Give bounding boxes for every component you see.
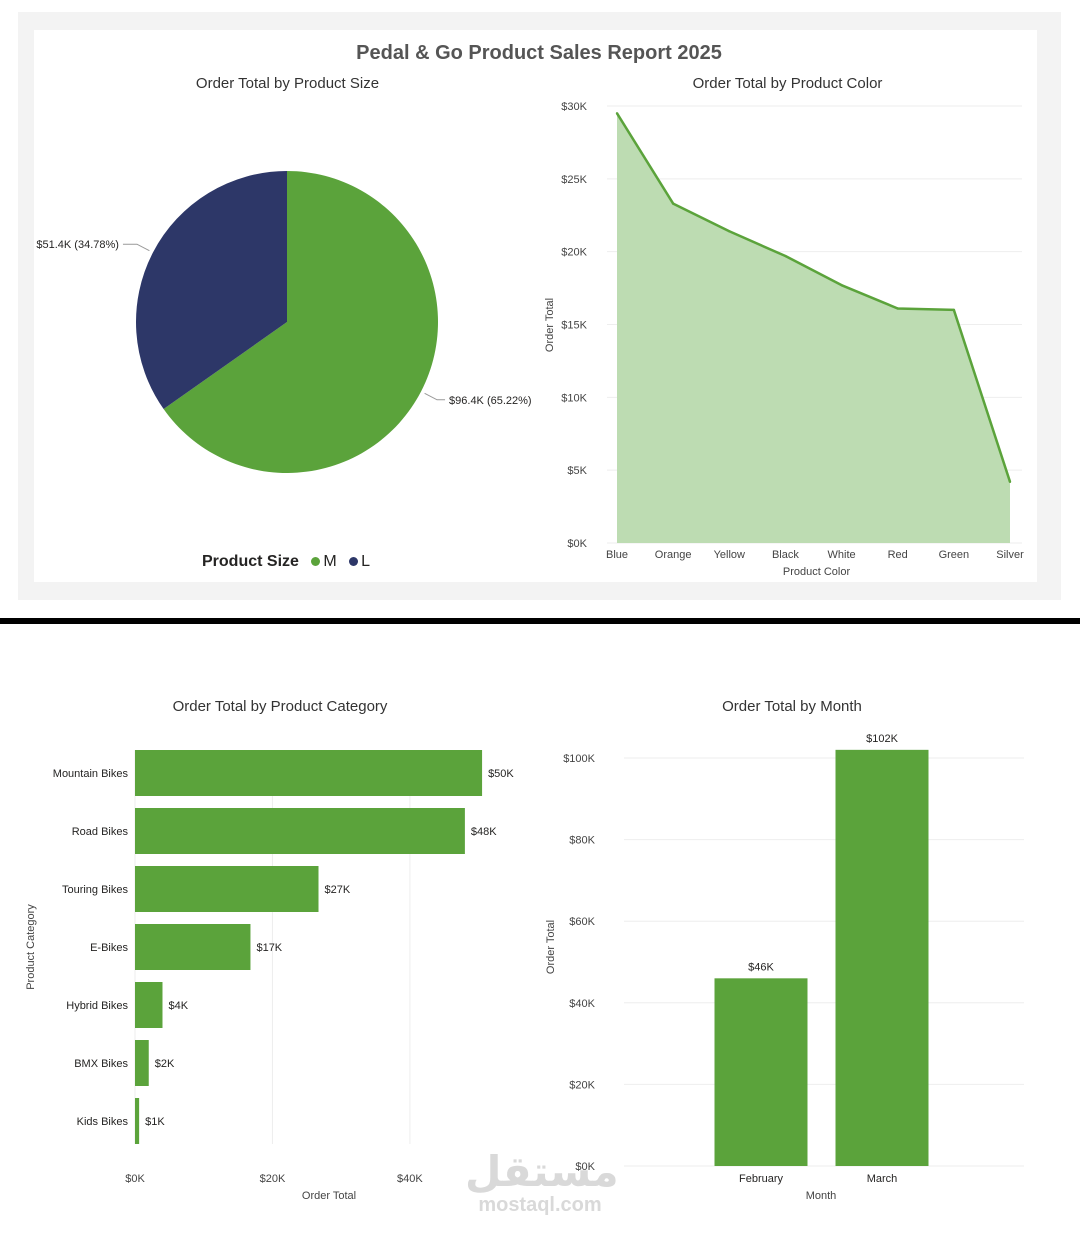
area-x-tick-label: Green bbox=[939, 549, 970, 561]
month-y-tick-label: $100K bbox=[563, 753, 595, 765]
month-data-label: $46K bbox=[748, 961, 774, 973]
pie-leader-l bbox=[122, 243, 150, 252]
category-data-label: $4K bbox=[168, 1000, 188, 1012]
category-y-tick-label: Mountain Bikes bbox=[53, 768, 129, 780]
watermark-arabic: مستقل bbox=[465, 1148, 619, 1195]
month-x-tick-label: March bbox=[867, 1173, 898, 1185]
category-y-tick-label: E-Bikes bbox=[90, 942, 128, 954]
area-x-tick-label: Orange bbox=[655, 549, 692, 561]
area-point-yellow bbox=[728, 230, 731, 233]
month-y-tick-label: $0K bbox=[575, 1161, 595, 1173]
area-chart-title: Order Total by Product Color bbox=[692, 75, 883, 92]
month-bar-chart: $0K $20K $40K $60K $80K $100K $46K February $102… bbox=[545, 733, 1024, 1202]
category-data-label: $50K bbox=[488, 768, 514, 780]
month-x-axis-title: Month bbox=[806, 1190, 837, 1202]
category-bar-bmx-bikes bbox=[135, 1040, 149, 1086]
category-x-tick-label: $40K bbox=[397, 1173, 423, 1185]
area-x-tick-label: White bbox=[828, 549, 856, 561]
area-point-red bbox=[896, 307, 899, 310]
month-y-tick-label: $40K bbox=[569, 998, 595, 1010]
area-y-tick-label: $15K bbox=[561, 320, 587, 332]
area-point-silver bbox=[1008, 480, 1012, 484]
area-x-tick-label: Black bbox=[772, 549, 799, 561]
area-y-tick-label: $25K bbox=[561, 174, 587, 186]
category-y-tick-label: Kids Bikes bbox=[77, 1116, 129, 1128]
category-y-tick-label: Hybrid Bikes bbox=[66, 1000, 128, 1012]
month-bar-march bbox=[835, 749, 929, 1166]
pie-chart: $96.4K (65.22%) $51.4K (34.78%) bbox=[36, 170, 532, 473]
area-point-green bbox=[952, 308, 956, 312]
watermark: مستقل mostaql.com bbox=[465, 1148, 619, 1217]
pie-data-label-l: $51.4K (34.78%) bbox=[36, 239, 119, 251]
month-y-tick-label: $20K bbox=[569, 1079, 595, 1091]
category-x-axis-title: Order Total bbox=[302, 1190, 356, 1202]
area-x-tick-label: Blue bbox=[606, 549, 628, 561]
area-chart: $0K $5K $10K $15K $20K $25K $30K Blue Orange Yell… bbox=[544, 101, 1024, 578]
area-x-tick-label: Yellow bbox=[714, 549, 745, 561]
category-bar-e-bikes bbox=[135, 924, 251, 970]
pie-chart-title: Order Total by Product Size bbox=[195, 75, 380, 92]
month-y-tick-label: $80K bbox=[569, 835, 595, 847]
legend-marker-m bbox=[311, 557, 321, 567]
category-y-axis-title: Product Category bbox=[25, 904, 37, 990]
area-y-tick-label: $20K bbox=[561, 247, 587, 259]
category-data-label: $2K bbox=[155, 1058, 175, 1070]
area-x-tick-label: Red bbox=[888, 549, 908, 561]
report-title: Pedal & Go Product Sales Report 2025 bbox=[356, 42, 722, 64]
area-y-tick-label: $0K bbox=[567, 538, 587, 550]
area-point-white bbox=[840, 283, 843, 287]
area-y-axis-title: Order Total bbox=[544, 298, 556, 352]
pie-data-label-m: $96.4K (65.22%) bbox=[449, 395, 532, 407]
category-y-tick-label: Road Bikes bbox=[72, 826, 129, 838]
category-x-tick-label: $20K bbox=[260, 1173, 286, 1185]
category-data-label: $17K bbox=[256, 942, 282, 954]
legend-title: Product Size bbox=[202, 553, 299, 570]
area-fill bbox=[617, 113, 1010, 544]
legend-item-m: M bbox=[323, 553, 337, 570]
area-y-tick-label: $30K bbox=[561, 101, 587, 113]
month-chart-title: Order Total by Month bbox=[722, 698, 862, 715]
month-y-tick-label: $60K bbox=[569, 916, 595, 928]
area-x-tick-label: Silver bbox=[996, 549, 1024, 561]
pie-slice-l bbox=[135, 170, 287, 410]
legend-marker-l bbox=[349, 557, 359, 567]
category-bar-chart: $0K $20K $40K Mountain Bikes $50K Road Bikes $… bbox=[25, 750, 514, 1202]
category-data-label: $1K bbox=[145, 1116, 165, 1128]
pie-legend: Product Size M L bbox=[202, 553, 370, 571]
category-data-label: $27K bbox=[325, 884, 351, 896]
legend-item-l: L bbox=[361, 553, 371, 570]
category-bar-road-bikes bbox=[135, 808, 465, 854]
category-bar-mountain-bikes bbox=[135, 750, 483, 796]
watermark-latin: mostaql.com bbox=[478, 1194, 602, 1216]
pie-leader-m bbox=[424, 392, 446, 401]
area-point-orange bbox=[671, 202, 675, 205]
category-y-tick-label: BMX Bikes bbox=[74, 1058, 128, 1070]
category-bar-kids-bikes bbox=[135, 1098, 140, 1144]
section-divider bbox=[0, 618, 1080, 624]
area-x-axis-title: Product Color bbox=[783, 566, 851, 578]
area-y-tick-label: $10K bbox=[561, 392, 587, 404]
category-data-label: $48K bbox=[471, 826, 497, 838]
month-data-label: $102K bbox=[866, 733, 898, 745]
category-y-tick-label: Touring Bikes bbox=[62, 884, 129, 896]
area-point-blue bbox=[615, 112, 619, 115]
month-x-tick-label: February bbox=[739, 1173, 784, 1185]
area-series-line bbox=[615, 112, 1012, 483]
month-y-axis-title: Order Total bbox=[545, 920, 557, 974]
area-y-tick-label: $5K bbox=[567, 465, 587, 477]
category-bar-touring-bikes bbox=[135, 866, 319, 912]
pie-slice-m bbox=[163, 171, 439, 473]
category-bar-hybrid-bikes bbox=[135, 982, 163, 1028]
area-point-black bbox=[784, 254, 787, 258]
category-chart-title: Order Total by Product Category bbox=[172, 698, 388, 715]
month-bar-february bbox=[714, 978, 808, 1166]
category-x-tick-label: $0K bbox=[125, 1173, 145, 1185]
